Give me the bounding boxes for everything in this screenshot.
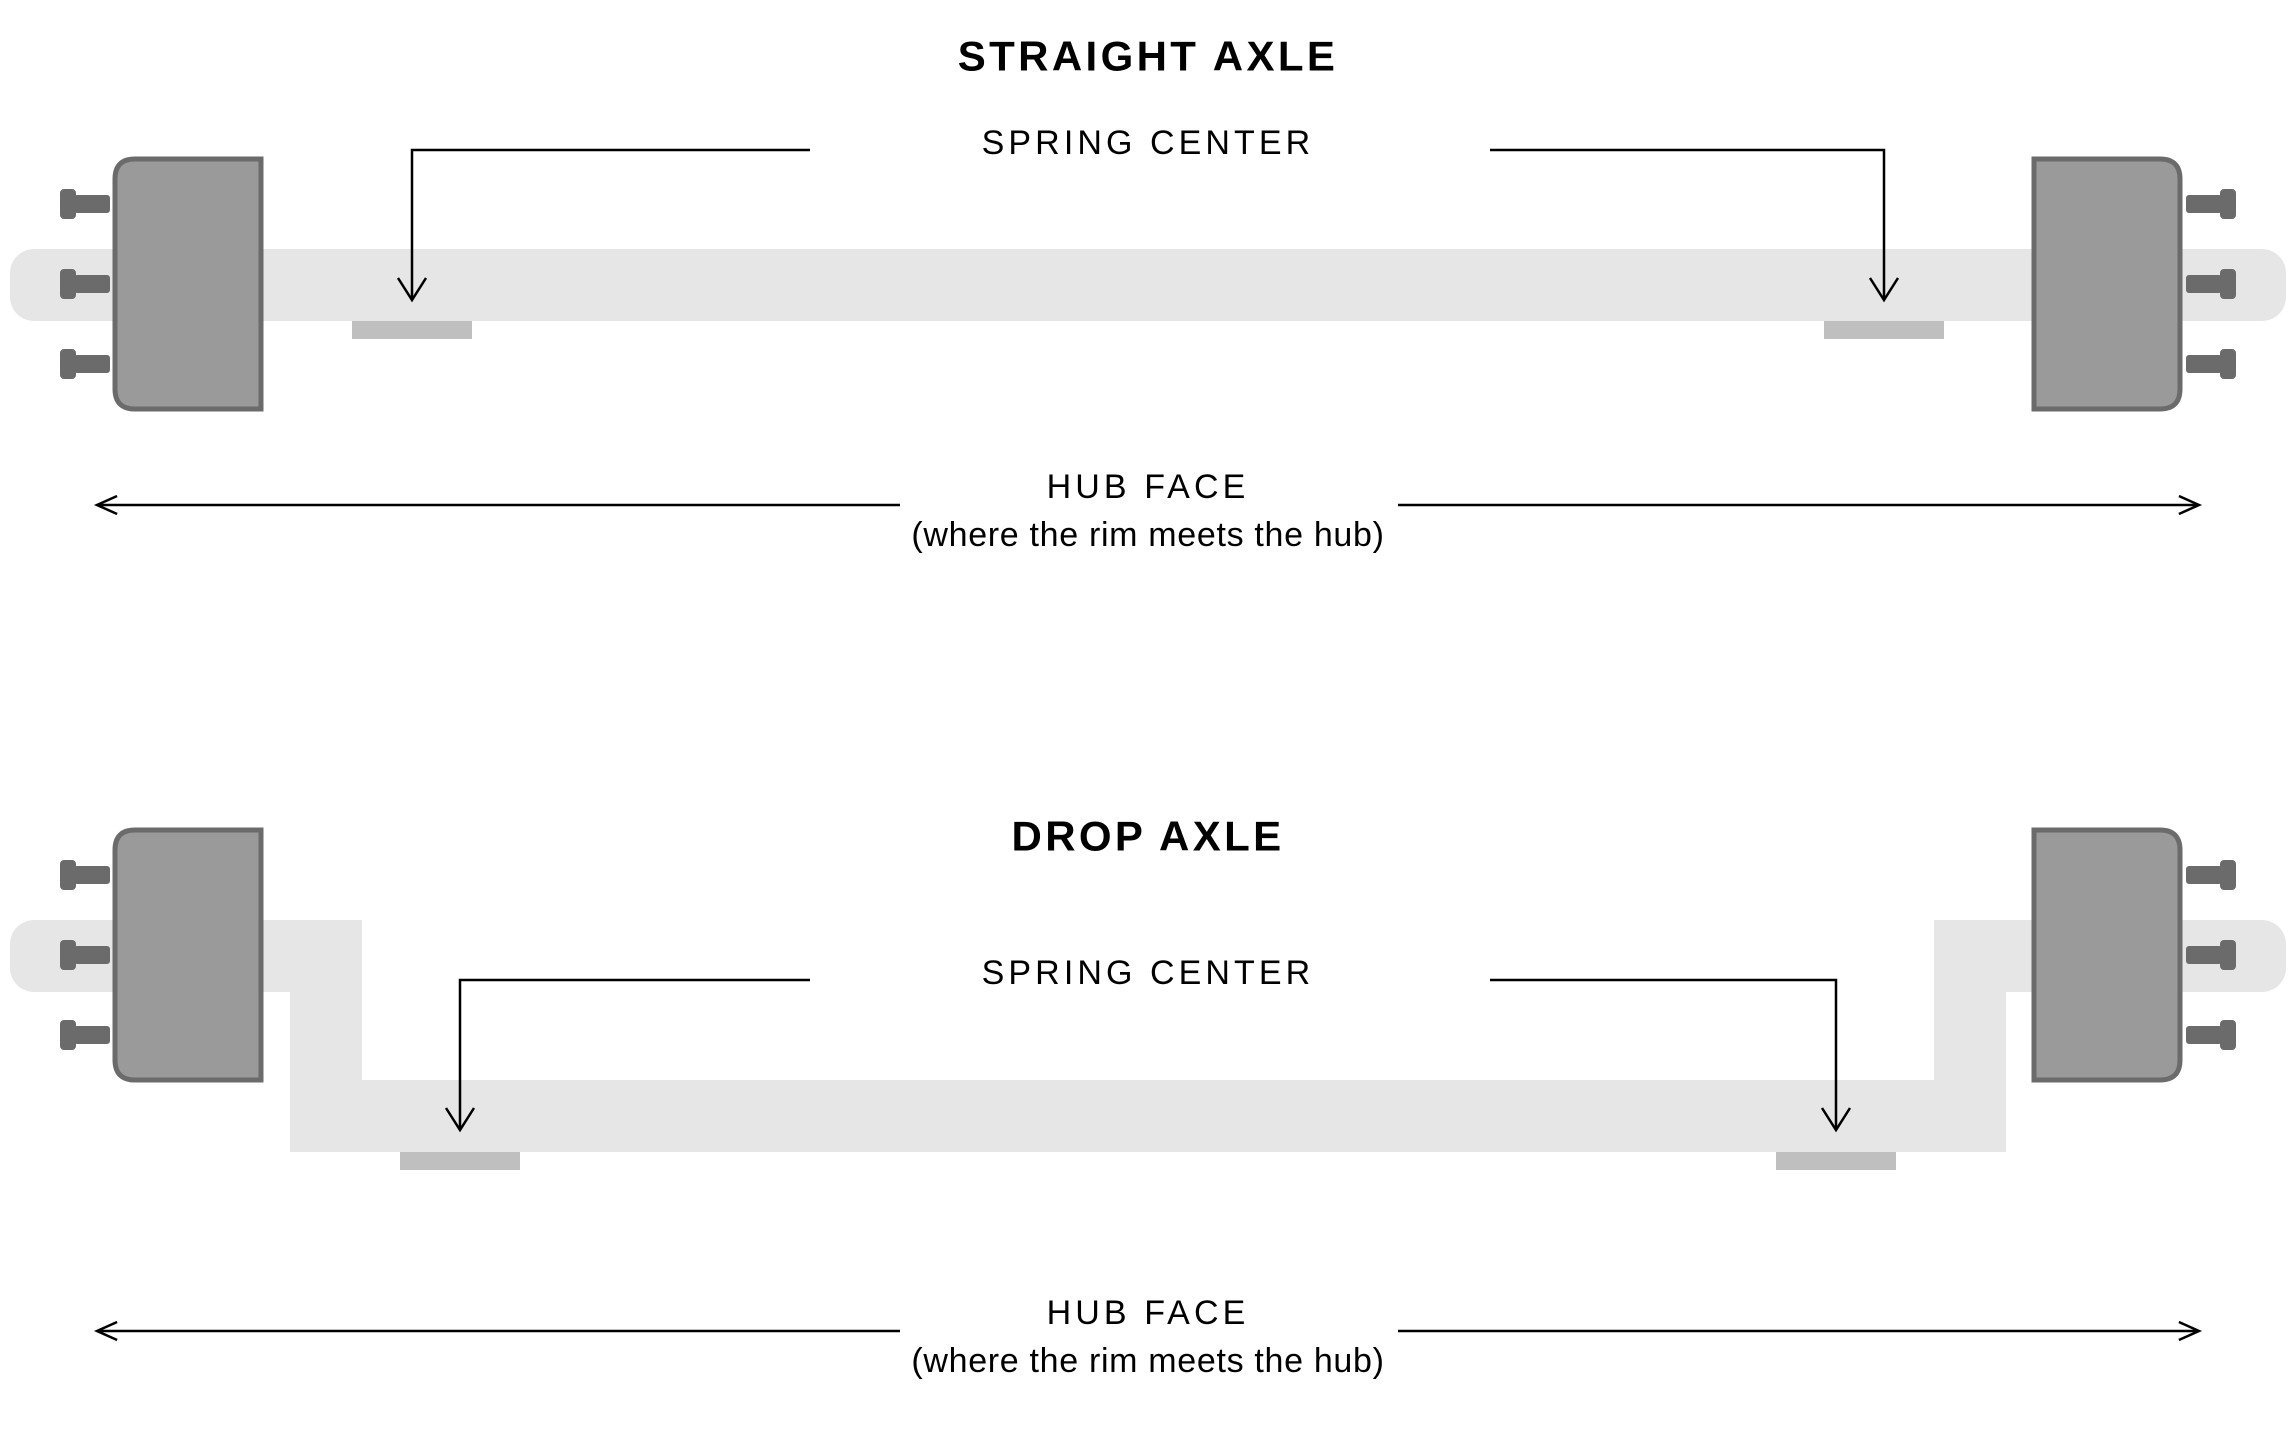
spring-pad <box>1824 321 1944 339</box>
lug-bolt <box>75 867 109 883</box>
axle-diagram: STRAIGHT AXLE SPRING CENTER HUB FACE (where… <box>0 0 2296 1449</box>
left-hub <box>115 159 261 409</box>
lug-bolt <box>2187 356 2221 372</box>
lug-bolt <box>2187 1027 2221 1043</box>
lug-bolt <box>75 196 109 212</box>
lug-bolt <box>2187 947 2221 963</box>
lug-nut <box>61 270 75 298</box>
lug-nut <box>2221 270 2235 298</box>
spring-pad <box>1776 1152 1896 1170</box>
hub-face-label: HUB FACE <box>1047 1294 1250 1332</box>
lug-nut <box>2221 861 2235 889</box>
lug-nut <box>2221 1021 2235 1049</box>
spring-center-label: SPRING CENTER <box>982 954 1315 992</box>
hub-face-label: HUB FACE <box>1047 468 1250 506</box>
 <box>1934 920 2006 1152</box>
lug-nut <box>61 1021 75 1049</box>
lug-bolt <box>75 356 109 372</box>
spring-pad <box>352 321 472 339</box>
right-hub <box>2034 830 2180 1080</box>
drop-axle-title: DROP AXLE <box>1012 812 1285 859</box>
lug-bolt <box>75 1027 109 1043</box>
lug-bolt <box>2187 196 2221 212</box>
lug-bolt <box>75 276 109 292</box>
spring-center-label: SPRING CENTER <box>982 124 1315 162</box>
lug-nut <box>2221 350 2235 378</box>
hub-face-sublabel: (where the rim meets the hub) <box>911 516 1384 554</box>
lug-nut <box>2221 190 2235 218</box>
lug-nut <box>61 190 75 218</box>
right-hub <box>2034 159 2180 409</box>
lug-nut <box>61 350 75 378</box>
left-hub <box>115 830 261 1080</box>
lug-nut <box>61 861 75 889</box>
lug-nut <box>2221 941 2235 969</box>
lug-bolt <box>75 947 109 963</box>
 <box>290 1080 2006 1152</box>
lug-bolt <box>2187 276 2221 292</box>
lug-nut <box>61 941 75 969</box>
spring-pad <box>400 1152 520 1170</box>
straight-axle-title: STRAIGHT AXLE <box>958 32 1338 79</box>
 <box>290 920 362 1152</box>
straight-axle-beam <box>10 249 2286 321</box>
lug-bolt <box>2187 867 2221 883</box>
hub-face-sublabel: (where the rim meets the hub) <box>911 1342 1384 1380</box>
